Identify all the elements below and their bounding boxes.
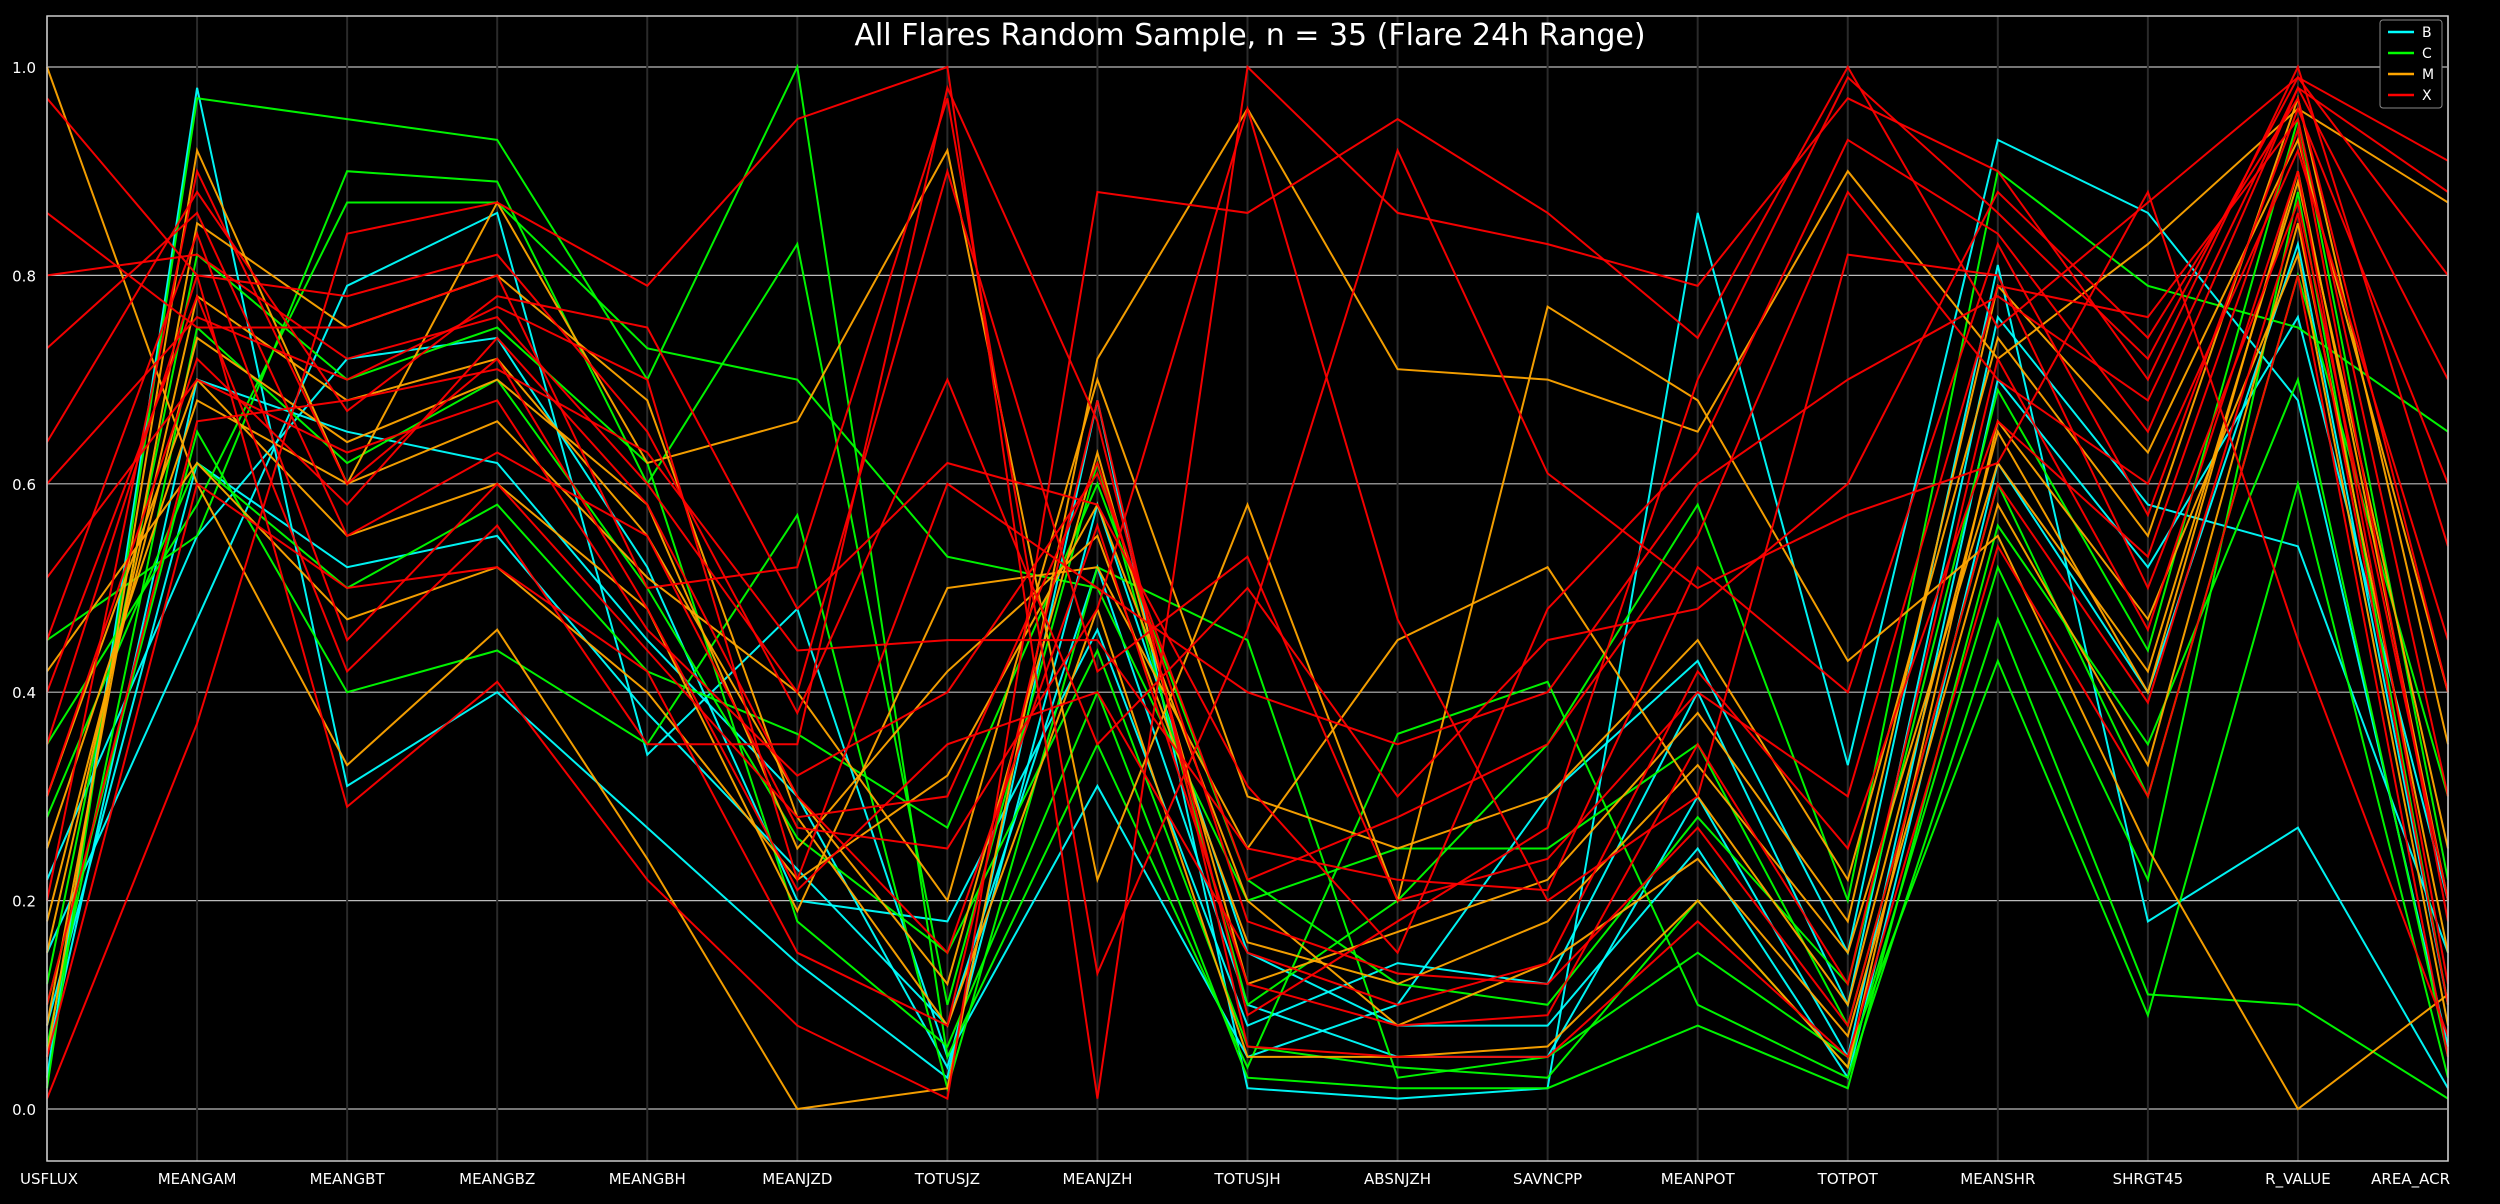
y-tick-label-4: 0.8 <box>12 267 36 285</box>
y-tick-label-3: 0.6 <box>12 476 36 494</box>
x-tick-label-usflux: USFLUX <box>20 1170 78 1188</box>
series-line-m-16 <box>46 223 2449 1039</box>
series-line-x-31 <box>46 212 2449 1028</box>
x-tick-label-totusjh: TOTUSJH <box>1213 1170 1280 1188</box>
x-tick-label-meangam: MEANGAM <box>158 1170 237 1188</box>
x-tick-label-meanjzh: MEANJZH <box>1062 1170 1132 1188</box>
chart-title: All Flares Random Sample, n = 35 (Flare … <box>854 18 1645 53</box>
y-tick-label-0: 0.0 <box>12 1101 36 1119</box>
series-line-x-34 <box>46 95 2449 798</box>
series-line-c-11 <box>46 252 2449 1090</box>
series-layer <box>46 63 2449 1111</box>
legend-label-x: X <box>2422 88 2432 104</box>
series-line-x-20 <box>46 64 2449 1101</box>
x-tick-label-meangbz: MEANGBZ <box>459 1170 535 1188</box>
x-tick-label-totpot: TOTPOT <box>1817 1170 1879 1188</box>
x-tick-label-area_acr: AREA_ACR <box>2371 1170 2450 1189</box>
series-line-x-28 <box>46 125 2449 1006</box>
x-tick-label-absnjzh: ABSNJZH <box>1364 1170 1431 1188</box>
series-line-x-29 <box>46 170 2449 1027</box>
series-line-x-33 <box>46 275 2449 1059</box>
legend-label-b: B <box>2422 25 2432 41</box>
series-line-c-7 <box>46 429 2449 1092</box>
x-tick-label-totusjz: TOTUSJZ <box>914 1170 980 1188</box>
series-line-x-30 <box>46 105 2449 1006</box>
series-line-x-25 <box>46 147 2449 882</box>
legend-label-m: M <box>2422 67 2434 83</box>
series-line-c-5 <box>46 63 2449 1100</box>
series-line-m-18 <box>46 94 2449 903</box>
x-tick-label-meanpot: MEANPOT <box>1661 1170 1736 1188</box>
series-line-x-32 <box>46 85 2449 883</box>
plot-frame <box>46 15 2449 1162</box>
series-line-m-13 <box>46 146 2449 1111</box>
series-line-x-23 <box>46 86 2449 955</box>
series-line-c-6 <box>46 169 2449 1007</box>
x-tick-label-meangbh: MEANGBH <box>609 1170 686 1188</box>
tick-layer: 0.0 0.2 0.4 0.6 0.8 1.0 USFLUX MEANGAM MEANGBT ME… <box>12 59 2450 1189</box>
x-tick-label-shrgt45: SHRGT45 <box>2113 1170 2184 1188</box>
y-tick-label-5: 1.0 <box>12 59 36 77</box>
series-line-x-22 <box>46 97 2449 1037</box>
x-tick-label-meanjzd: MEANJZD <box>762 1170 832 1188</box>
x-tick-label-meanshr: MEANSHR <box>1960 1170 2035 1188</box>
legend-box <box>2379 19 2443 109</box>
x-tick-label-savncpp: SAVNCPP <box>1513 1170 1582 1188</box>
legend-label-c: C <box>2422 46 2432 62</box>
x-tick-label-meangbt: MEANGBT <box>310 1170 386 1188</box>
y-tick-label-1: 0.2 <box>12 893 36 911</box>
x-tick-label-r_value: R_VALUE <box>2265 1170 2331 1189</box>
y-tick-label-2: 0.4 <box>12 684 36 702</box>
series-line-x-26 <box>46 105 2449 903</box>
